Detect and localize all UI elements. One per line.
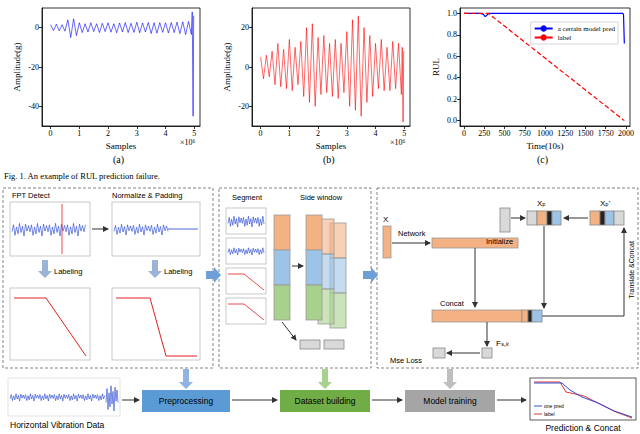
svg-text:1250: 1250 xyxy=(557,129,573,138)
svg-text:Network: Network xyxy=(398,229,426,238)
svg-text:250: 250 xyxy=(478,129,490,138)
svg-text:Prediction & Concat: Prediction & Concat xyxy=(545,423,621,433)
svg-text:(b): (b) xyxy=(323,154,335,166)
svg-text:Segment: Segment xyxy=(232,193,263,202)
svg-text:Initialize: Initialize xyxy=(486,237,513,246)
svg-text:-20: -20 xyxy=(28,63,39,72)
svg-text:(a): (a) xyxy=(113,154,124,166)
svg-text:1750: 1750 xyxy=(598,129,614,138)
svg-text:2: 2 xyxy=(106,129,110,138)
svg-text:Normalize & Padding: Normalize & Padding xyxy=(112,191,182,200)
svg-text:0.8: 0.8 xyxy=(447,30,457,39)
svg-text:Model training: Model training xyxy=(423,396,477,406)
svg-text:Amplitude(g): Amplitude(g) xyxy=(222,43,232,92)
svg-text:3: 3 xyxy=(345,129,349,138)
svg-text:4: 4 xyxy=(374,129,378,138)
svg-text:-40: -40 xyxy=(28,102,39,111)
svg-text:750: 750 xyxy=(519,129,531,138)
svg-text:FPT Detect: FPT Detect xyxy=(12,191,51,200)
svg-text:0: 0 xyxy=(245,63,249,72)
svg-text:X: X xyxy=(383,215,389,224)
svg-text:1: 1 xyxy=(77,129,81,138)
svg-text:label: label xyxy=(544,411,555,417)
svg-text:RUL: RUL xyxy=(431,58,441,76)
svg-text:1: 1 xyxy=(287,129,291,138)
svg-text:Xₚ: Xₚ xyxy=(537,199,546,208)
svg-text:a certain model pred: a certain model pred xyxy=(558,25,616,33)
svg-text:Fig. 1. An example of RUL pre: Fig. 1. An example of RUL prediction fai… xyxy=(4,171,160,181)
svg-text:5: 5 xyxy=(402,129,406,138)
svg-text:Side window: Side window xyxy=(300,193,343,202)
svg-text:0.6: 0.6 xyxy=(447,52,457,61)
svg-text:Concat: Concat xyxy=(440,299,465,308)
svg-text:Amplitude(g): Amplitude(g) xyxy=(12,43,22,92)
svg-text:1000: 1000 xyxy=(537,129,553,138)
svg-text:1.0: 1.0 xyxy=(447,9,457,18)
svg-text:Translate &Concat: Translate &Concat xyxy=(628,241,635,299)
svg-text:500: 500 xyxy=(499,129,511,138)
svg-text:-20: -20 xyxy=(238,102,249,111)
svg-text:0: 0 xyxy=(259,129,263,138)
svg-text:2000: 2000 xyxy=(618,129,634,138)
svg-text:1500: 1500 xyxy=(577,129,593,138)
svg-text:Time(10s): Time(10s) xyxy=(526,141,563,151)
svg-text:Mse Loss: Mse Loss xyxy=(390,356,422,365)
svg-text:2: 2 xyxy=(316,129,320,138)
svg-text:0: 0 xyxy=(35,23,39,32)
svg-text:3: 3 xyxy=(135,129,139,138)
svg-text:one pred: one pred xyxy=(544,403,564,409)
svg-text:5: 5 xyxy=(192,129,196,138)
svg-text:Horizontal Vibration Data: Horizontal Vibration Data xyxy=(10,420,105,430)
svg-text:Labeling: Labeling xyxy=(164,267,192,276)
svg-text:4: 4 xyxy=(164,129,168,138)
svg-text:×10⁶: ×10⁶ xyxy=(180,138,196,147)
svg-text:0: 0 xyxy=(49,129,53,138)
svg-text:label: label xyxy=(558,34,572,42)
svg-text:0.2: 0.2 xyxy=(447,95,457,104)
svg-text:0: 0 xyxy=(462,129,466,138)
svg-text:×10⁶: ×10⁶ xyxy=(390,138,406,147)
svg-text:Fₛ,ₖ: Fₛ,ₖ xyxy=(496,339,510,348)
svg-text:Samples: Samples xyxy=(316,141,347,151)
svg-text:Labeling: Labeling xyxy=(54,267,82,276)
svg-text:Xₚ': Xₚ' xyxy=(600,199,611,208)
svg-text:0.0: 0.0 xyxy=(447,116,457,125)
svg-text:20: 20 xyxy=(241,23,249,32)
svg-text:Samples: Samples xyxy=(106,141,137,151)
svg-text:0.4: 0.4 xyxy=(447,73,457,82)
svg-text:Dataset building: Dataset building xyxy=(295,396,356,406)
svg-text:Preprocessing: Preprocessing xyxy=(159,396,214,406)
svg-text:(c): (c) xyxy=(537,154,548,166)
